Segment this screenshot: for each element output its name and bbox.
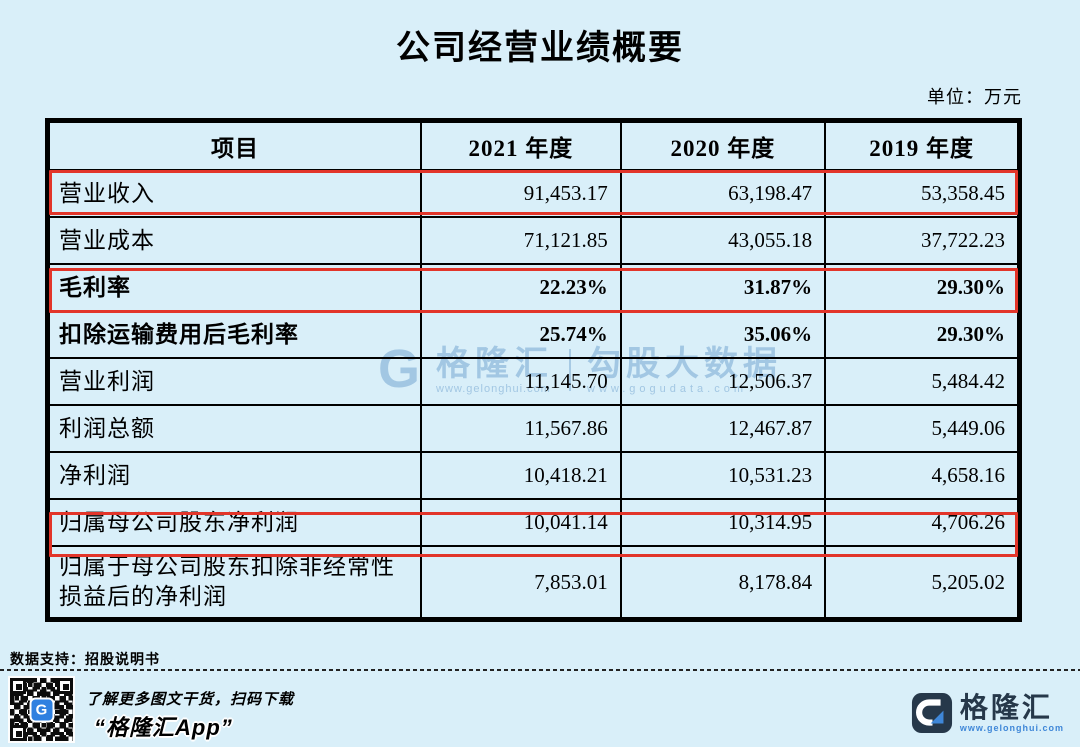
row-label: 毛利率 bbox=[47, 263, 423, 312]
gelonghui-logo-icon bbox=[911, 692, 952, 734]
table-row: 利润总额 11,567.86 12,467.87 5,449.06 bbox=[47, 404, 1019, 453]
table-header-row: 项目 2021 年度 2020 年度 2019 年度 bbox=[47, 121, 1019, 171]
row-label: 营业成本 bbox=[47, 216, 423, 265]
header-2020: 2020 年度 bbox=[619, 121, 827, 171]
row-label: 扣除运输费用后毛利率 bbox=[47, 310, 423, 359]
cell-2021: 11,145.70 bbox=[420, 357, 622, 406]
unit-label: 单位：万元 bbox=[927, 87, 1022, 107]
row-label: 利润总额 bbox=[47, 404, 423, 453]
cell-2019: 5,484.42 bbox=[824, 357, 1019, 406]
header-2019: 2019 年度 bbox=[824, 121, 1019, 171]
cell-2019: 5,205.02 bbox=[824, 545, 1019, 619]
table-row: 扣除运输费用后毛利率 25.74% 35.06% 29.30% bbox=[47, 310, 1019, 359]
row-label: 净利润 bbox=[47, 451, 423, 500]
cell-2020: 8,178.84 bbox=[619, 545, 827, 619]
cell-2020: 43,055.18 bbox=[619, 216, 827, 265]
cell-2021: 25.74% bbox=[420, 310, 622, 359]
gelonghui-logo-url: www.gelonghui.com bbox=[959, 723, 1064, 733]
cell-2019: 4,706.26 bbox=[824, 498, 1019, 547]
data-source-note: 数据支持：招股说明书 bbox=[10, 651, 160, 667]
table-row: 毛利率 22.23% 31.87% 29.30% bbox=[47, 263, 1019, 312]
gelonghui-logo-text: 格隆汇 bbox=[959, 692, 1053, 723]
gelonghui-badge-icon: G bbox=[29, 697, 54, 722]
table-row: 营业收入 91,453.17 63,198.47 53,358.45 bbox=[47, 169, 1019, 218]
cell-2021: 10,418.21 bbox=[420, 451, 622, 500]
page-title: 公司经营业绩概要 bbox=[396, 29, 684, 67]
row-label: 营业收入 bbox=[47, 169, 423, 218]
cell-2019: 53,358.45 bbox=[824, 169, 1019, 218]
table-row: 归属于母公司股东扣除非经常性损益后的净利润 7,853.01 8,178.84 … bbox=[47, 545, 1019, 619]
qr-caption-line1: 了解更多图文干货，扫码下载 bbox=[86, 691, 295, 708]
cell-2021: 22.23% bbox=[420, 263, 622, 312]
footer-divider bbox=[0, 669, 1080, 671]
cell-2020: 10,531.23 bbox=[619, 451, 827, 500]
cell-2019: 5,449.06 bbox=[824, 404, 1019, 453]
cell-2020: 12,467.87 bbox=[619, 404, 827, 453]
row-label: 归属于母公司股东扣除非经常性损益后的净利润 bbox=[47, 545, 423, 619]
table-row: 净利润 10,418.21 10,531.23 4,658.16 bbox=[47, 451, 1019, 500]
performance-table-grid: 项目 2021 年度 2020 年度 2019 年度 营业收入 91,453.1… bbox=[47, 121, 1019, 619]
cell-2020: 10,314.95 bbox=[619, 498, 827, 547]
table-row: 归属母公司股东净利润 10,041.14 10,314.95 4,706.26 bbox=[47, 498, 1019, 547]
gelonghui-logo: 格隆汇 www.gelonghui.com bbox=[911, 692, 1064, 734]
header-2021: 2021 年度 bbox=[420, 121, 622, 171]
cell-2021: 71,121.85 bbox=[420, 216, 622, 265]
qr-finder-icon bbox=[10, 725, 26, 741]
cell-2021: 7,853.01 bbox=[420, 545, 622, 619]
row-label: 营业利润 bbox=[47, 357, 423, 406]
table-row: 营业成本 71,121.85 43,055.18 37,722.23 bbox=[47, 216, 1019, 265]
cell-2019: 4,658.16 bbox=[824, 451, 1019, 500]
qr-caption-line2: “格隆汇App” bbox=[94, 715, 233, 740]
cell-2020: 63,198.47 bbox=[619, 169, 827, 218]
cell-2021: 91,453.17 bbox=[420, 169, 622, 218]
cell-2021: 10,041.14 bbox=[420, 498, 622, 547]
cell-2019: 29.30% bbox=[824, 263, 1019, 312]
table-row: 营业利润 11,145.70 12,506.37 5,484.42 bbox=[47, 357, 1019, 406]
cell-2019: 29.30% bbox=[824, 310, 1019, 359]
qr-code-icon: G bbox=[8, 676, 75, 743]
qr-finder-icon bbox=[57, 678, 73, 694]
gelonghui-logo-text-block: 格隆汇 www.gelonghui.com bbox=[959, 692, 1064, 734]
cell-2020: 31.87% bbox=[619, 263, 827, 312]
performance-table: 项目 2021 年度 2020 年度 2019 年度 营业收入 91,453.1… bbox=[45, 118, 1022, 622]
cell-2020: 12,506.37 bbox=[619, 357, 827, 406]
cell-2021: 11,567.86 bbox=[420, 404, 622, 453]
header-item: 项目 bbox=[47, 121, 423, 171]
cell-2020: 35.06% bbox=[619, 310, 827, 359]
qr-finder-icon bbox=[10, 678, 26, 694]
cell-2019: 37,722.23 bbox=[824, 216, 1019, 265]
row-label: 归属母公司股东净利润 bbox=[47, 498, 423, 547]
